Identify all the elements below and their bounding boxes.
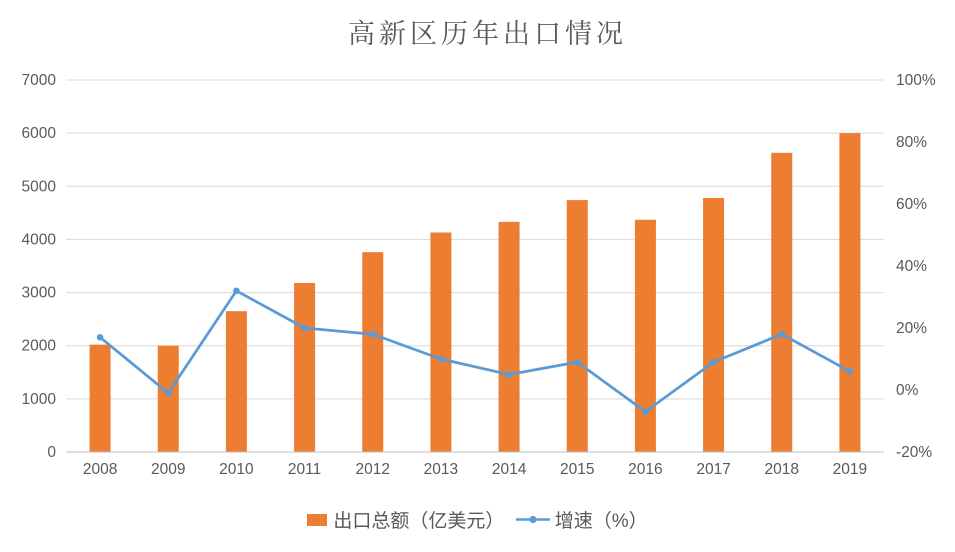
svg-text:2019: 2019 (833, 461, 867, 478)
svg-text:5000: 5000 (22, 178, 57, 195)
svg-text:0: 0 (47, 444, 56, 461)
svg-text:2009: 2009 (151, 461, 185, 478)
svg-text:0%: 0% (896, 382, 919, 399)
svg-text:1000: 1000 (22, 391, 57, 408)
svg-text:6000: 6000 (22, 125, 57, 142)
svg-text:2015: 2015 (560, 461, 594, 478)
svg-text:2008: 2008 (83, 461, 117, 478)
svg-text:2012: 2012 (356, 461, 390, 478)
svg-text:100%: 100% (896, 72, 936, 89)
svg-text:2010: 2010 (219, 461, 254, 478)
svg-text:2000: 2000 (22, 338, 57, 355)
svg-text:3000: 3000 (22, 285, 57, 302)
svg-text:2011: 2011 (288, 461, 321, 478)
svg-text:20%: 20% (896, 320, 927, 337)
svg-text:4000: 4000 (22, 231, 57, 248)
svg-text:60%: 60% (896, 196, 927, 213)
svg-text:2016: 2016 (628, 461, 662, 478)
svg-text:80%: 80% (896, 134, 927, 151)
svg-text:-20%: -20% (896, 444, 932, 461)
svg-text:7000: 7000 (22, 72, 57, 89)
svg-text:2017: 2017 (696, 461, 730, 478)
svg-text:40%: 40% (896, 258, 927, 275)
svg-text:2018: 2018 (765, 461, 799, 478)
svg-text:2013: 2013 (424, 461, 458, 478)
svg-text:2014: 2014 (492, 461, 527, 478)
